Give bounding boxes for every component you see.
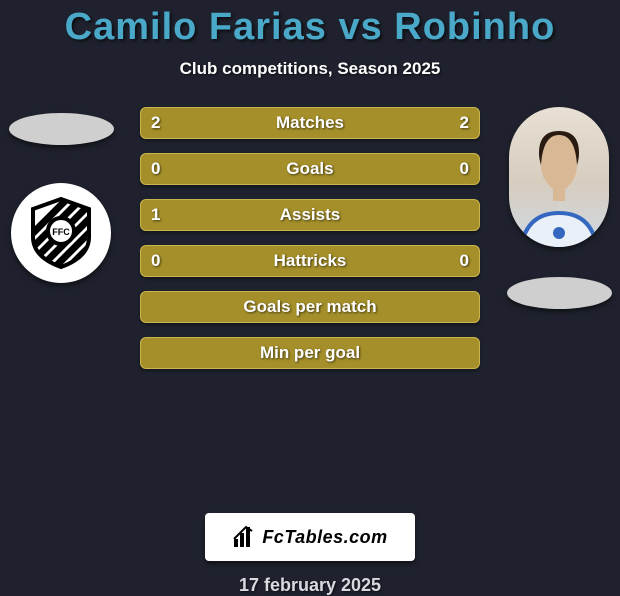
left-player-placeholder: [9, 113, 114, 145]
stat-left-value: 0: [151, 154, 160, 184]
stat-row-assists: 1 Assists: [140, 199, 480, 231]
left-column: FFC: [6, 107, 116, 283]
stat-right-value: 0: [460, 246, 469, 276]
stat-left-value: 1: [151, 200, 160, 230]
stat-label: Assists: [280, 205, 340, 225]
stat-right-value: 2: [460, 108, 469, 138]
left-club-badge: FFC: [11, 183, 111, 283]
footer-date: 17 february 2025: [0, 575, 620, 596]
stat-row-min-per-goal: Min per goal: [140, 337, 480, 369]
stat-label: Min per goal: [260, 343, 360, 363]
stat-label: Hattricks: [274, 251, 347, 271]
right-club-placeholder: [507, 277, 612, 309]
stat-left-value: 0: [151, 246, 160, 276]
right-column: [504, 107, 614, 309]
page-subtitle: Club competitions, Season 2025: [0, 59, 620, 79]
svg-text:FFC: FFC: [52, 227, 70, 237]
fctables-icon: [232, 525, 256, 549]
comparison-main: FFC 2 Matches 2 0 G: [0, 107, 620, 507]
stat-label: Matches: [276, 113, 344, 133]
footer-brand-badge: FcTables.com: [205, 513, 415, 561]
page-title: Camilo Farias vs Robinho: [0, 0, 620, 49]
right-player-photo: [509, 107, 609, 247]
stat-right-value: 0: [460, 154, 469, 184]
footer-brand-text: FcTables.com: [262, 527, 387, 548]
stat-row-matches: 2 Matches 2: [140, 107, 480, 139]
stat-bars: 2 Matches 2 0 Goals 0 1 Assists 0 Hattri…: [140, 107, 480, 369]
stat-row-hattricks: 0 Hattricks 0: [140, 245, 480, 277]
stat-row-goals-per-match: Goals per match: [140, 291, 480, 323]
stat-left-value: 2: [151, 108, 160, 138]
stat-label: Goals: [286, 159, 333, 179]
stat-row-goals: 0 Goals 0: [140, 153, 480, 185]
stat-label: Goals per match: [243, 297, 376, 317]
